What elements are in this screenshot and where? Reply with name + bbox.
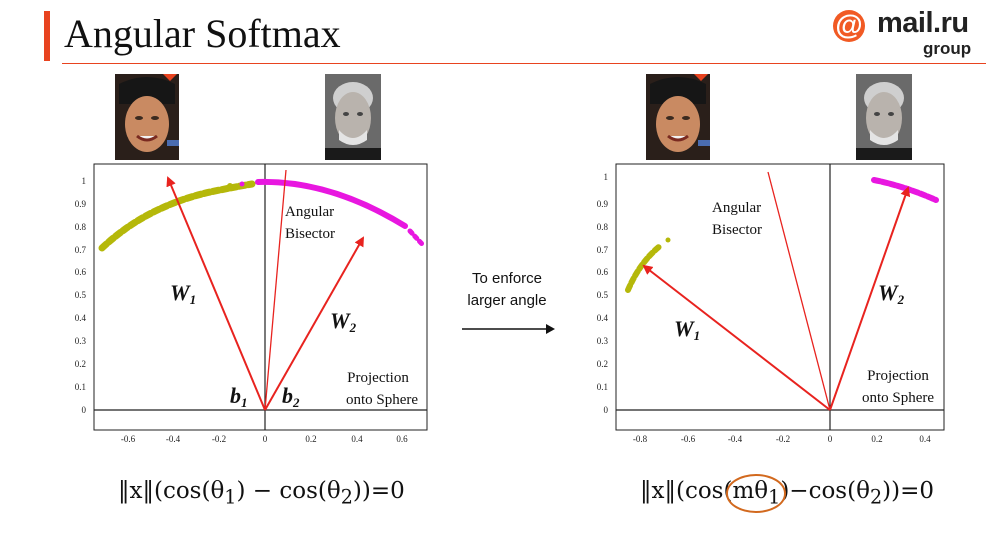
angular-bisector-label-line1: Angular — [285, 204, 334, 220]
w2-label: W2 — [330, 308, 357, 335]
right-angular-plot: 0 0.1 0.2 0.3 0.4 0.5 0.6 0.7 0.8 0.9 1 … — [597, 163, 945, 444]
at-icon: @ — [833, 10, 865, 42]
y-tick-label: 0.7 — [75, 245, 87, 255]
angular-bisector-line — [264, 169, 287, 411]
x-tick-label: 0.2 — [305, 434, 316, 444]
w2-weight-vector — [829, 186, 911, 411]
formula-part: )−cos(θ — [780, 478, 870, 504]
title-accent-bar — [44, 11, 50, 61]
formula-part: ) − cos(θ — [236, 478, 341, 504]
x-tick-label: 0.4 — [351, 434, 363, 444]
y-tick-label: 1 — [82, 176, 87, 186]
x-tick-label: 0 — [263, 434, 268, 444]
x-tick-label: -0.6 — [121, 434, 136, 444]
y-tick-label: 0.3 — [75, 336, 87, 346]
projection-label-line1: Projection — [867, 368, 929, 384]
face-photo-class-2 — [325, 74, 381, 160]
angular-softmax-decision-boundary-formula: ‖x‖(cos(mθ1)−cos(θ2))=0 — [640, 474, 934, 513]
formula-part: ))=0 — [352, 478, 405, 504]
formula-subscript: 2 — [340, 485, 353, 509]
b1-label: b1 — [230, 383, 248, 410]
arrow-right-icon — [462, 324, 555, 334]
angular-bisector-label-line2: Bisector — [285, 226, 335, 242]
formula-subscript: 1 — [224, 485, 237, 509]
formula-subscript: 2 — [869, 485, 883, 509]
y-tick-label: 0.9 — [597, 199, 609, 209]
class-2-feature-tail — [407, 228, 425, 247]
angular-bisector-line — [767, 171, 831, 411]
softmax-decision-boundary-formula: ‖x‖(cos(θ1) − cos(θ2))=0 — [118, 478, 405, 509]
logo-subtitle: group — [923, 39, 972, 58]
w1-weight-vector — [642, 264, 831, 411]
y-tick-label: 0.1 — [75, 382, 86, 392]
w1-label: W1 — [170, 280, 196, 307]
y-tick-label: 0 — [604, 405, 609, 415]
face-photo-class-1-right — [646, 74, 710, 160]
w1-weight-vector — [166, 176, 266, 411]
class-2-feature-arc — [255, 178, 408, 229]
w1-label: W1 — [674, 316, 700, 343]
x-tick-label: 0.2 — [871, 434, 882, 444]
y-tick-label: 0.1 — [597, 382, 608, 392]
x-tick-label: -0.2 — [776, 434, 790, 444]
face-photo-class-2-right — [856, 74, 912, 160]
y-tick-label: 1 — [604, 172, 609, 182]
w2-label: W2 — [878, 280, 905, 307]
y-tick-label: 0.6 — [597, 267, 609, 277]
y-tick-label: 0.8 — [597, 222, 609, 232]
x-tick-label: -0.4 — [166, 434, 181, 444]
y-tick-label: 0.8 — [75, 222, 87, 232]
y-tick-label: 0.4 — [597, 313, 609, 323]
transition-caption: To enforce larger angle — [446, 268, 568, 312]
mail-ru-group-logo: @ mail.ru group — [833, 6, 983, 58]
slide-title: Angular Softmax — [64, 11, 341, 56]
x-tick-label: -0.8 — [633, 434, 648, 444]
highlight-ring — [726, 474, 787, 513]
angular-bisector-label-line1: Angular — [712, 200, 761, 216]
y-tick-label: 0.5 — [597, 290, 609, 300]
projection-label-line2: onto Sphere — [346, 392, 418, 408]
title-divider — [62, 63, 986, 64]
x-tick-label: -0.4 — [728, 434, 743, 444]
class-2-point — [239, 181, 245, 187]
face-photo-class-1 — [115, 74, 179, 160]
y-tick-label: 0.6 — [75, 267, 87, 277]
y-tick-label: 0.9 — [75, 199, 87, 209]
y-tick-label: 0.5 — [75, 290, 87, 300]
margin-highlight-circle: mθ1 — [726, 474, 787, 513]
b2-label: b2 — [282, 383, 300, 410]
left-angular-plot: 0 0.1 0.2 0.3 0.4 0.5 0.6 0.7 0.8 0.9 1 … — [75, 163, 428, 444]
formula-part: ‖x‖(cos( — [640, 478, 733, 504]
plot-frame — [93, 163, 428, 431]
y-tick-label: 0 — [82, 405, 87, 415]
y-tick-label: 0.2 — [597, 359, 608, 369]
class-1-feature-arc — [625, 243, 663, 293]
plot-frame — [615, 163, 945, 431]
transition-caption-line1: To enforce — [471, 270, 543, 287]
y-tick-label: 0.3 — [597, 336, 609, 346]
y-tick-label: 0.4 — [75, 313, 87, 323]
x-tick-label: -0.6 — [681, 434, 696, 444]
logo-wordmark: mail.ru — [877, 7, 969, 39]
class-1-point — [227, 183, 233, 189]
transition-caption-line2: larger angle — [467, 292, 547, 309]
x-tick-label: 0.6 — [396, 434, 408, 444]
formula-part: ‖x‖(cos(θ — [118, 478, 225, 504]
x-tick-label: -0.2 — [212, 434, 226, 444]
y-tick-label: 0.7 — [597, 245, 609, 255]
angular-bisector-label-line2: Bisector — [712, 222, 762, 238]
w2-weight-vector — [264, 236, 364, 411]
class-1-point — [665, 237, 671, 243]
y-tick-label: 0.2 — [75, 359, 86, 369]
class-1-feature-arc — [98, 180, 256, 252]
projection-label-line2: onto Sphere — [862, 390, 934, 406]
formula-part: ))=0 — [882, 478, 934, 504]
projection-label-line1: Projection — [347, 370, 409, 386]
x-tick-label: 0 — [828, 434, 833, 444]
x-tick-label: 0.4 — [919, 434, 931, 444]
